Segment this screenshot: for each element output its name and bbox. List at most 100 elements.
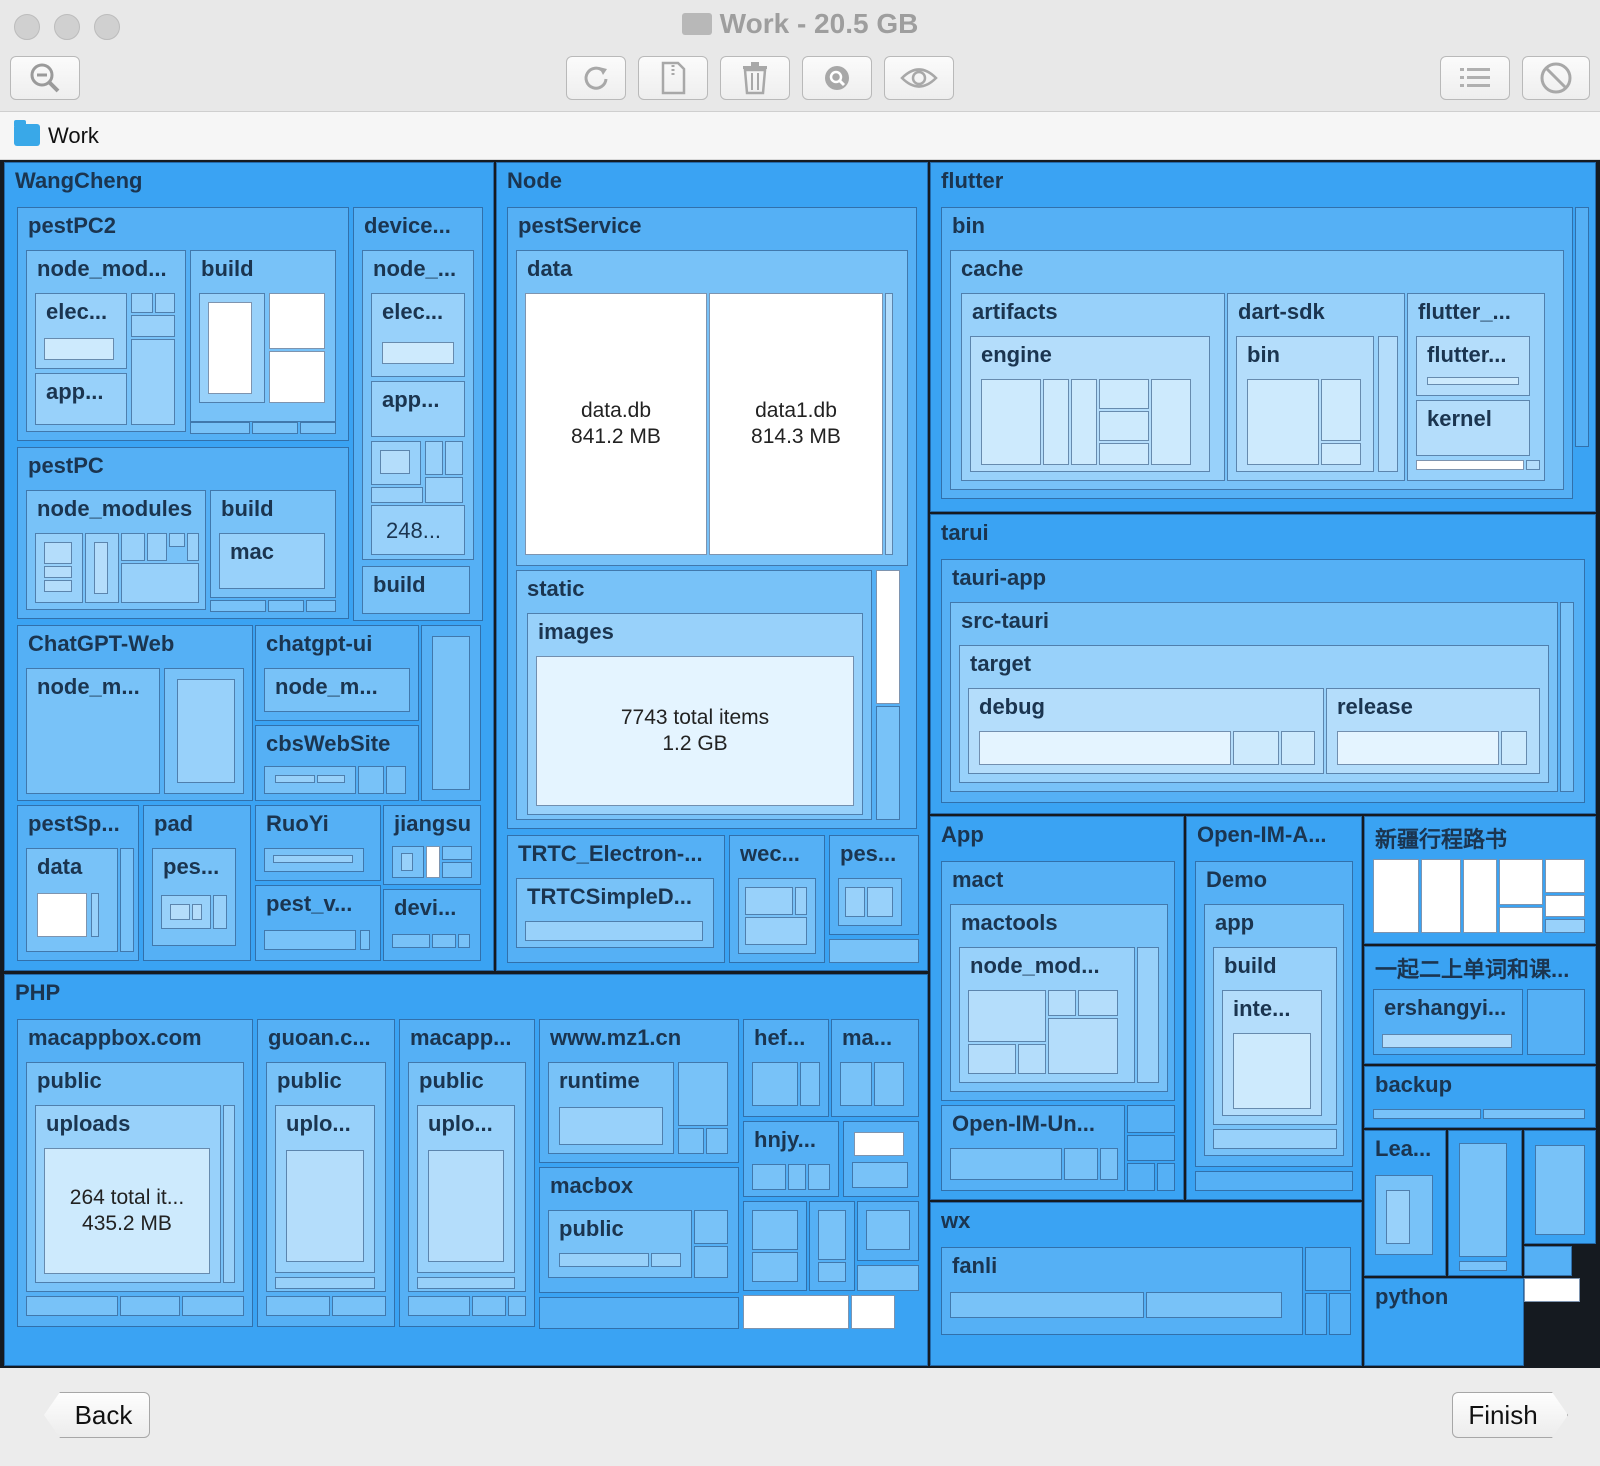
tile-flutter-sub2[interactable]: flutter... <box>1416 336 1530 396</box>
tile-block[interactable] <box>694 1210 728 1244</box>
tile-block[interactable] <box>1375 1175 1433 1255</box>
tile-lea[interactable]: Lea... <box>1364 1130 1446 1276</box>
tile-pest-v[interactable]: pest_v... <box>255 885 381 961</box>
tile-block[interactable] <box>1233 1033 1311 1109</box>
tile-block[interactable] <box>857 1265 919 1291</box>
tile-wec[interactable]: wec... <box>729 835 825 963</box>
tile-open-im-a[interactable]: Open-IM-A... Demo app build inte... <box>1186 816 1362 1200</box>
tile-file[interactable] <box>851 1295 895 1329</box>
tile-block[interactable] <box>332 1296 386 1316</box>
tile-inte[interactable]: inte... <box>1222 990 1322 1116</box>
tile-kernel[interactable]: kernel <box>1416 400 1530 456</box>
tile-block[interactable] <box>131 339 175 425</box>
tile-block[interactable] <box>950 1292 1144 1318</box>
tile-block[interactable] <box>1527 989 1585 1055</box>
tile-wx[interactable]: wx fanli <box>930 1202 1362 1366</box>
tile-block[interactable] <box>981 379 1041 465</box>
tile-block[interactable] <box>44 580 72 592</box>
tile-file[interactable] <box>1416 460 1524 470</box>
tile-block[interactable] <box>120 1296 180 1316</box>
tile-block[interactable] <box>177 679 235 783</box>
tile-block[interactable] <box>445 441 463 475</box>
tile-open-im-un[interactable]: Open-IM-Un... <box>941 1105 1125 1191</box>
tile-block[interactable] <box>1099 443 1149 465</box>
tile-block[interactable] <box>752 1062 798 1106</box>
tile-block[interactable] <box>300 422 336 434</box>
tile-file[interactable] <box>876 570 900 704</box>
tile-static[interactable]: static images 7743 total items 1.2 GB <box>516 570 872 820</box>
tile-block[interactable] <box>1078 990 1118 1016</box>
tile-macapp[interactable]: macapp... public uplo... <box>399 1019 535 1327</box>
tile-block[interactable] <box>85 533 119 603</box>
tile-pestsp[interactable]: pestSp... data <box>17 805 139 961</box>
tile-block[interactable] <box>818 1210 846 1260</box>
tile-chatgpt-ui-node[interactable]: node_m... <box>264 668 410 712</box>
tile-src-tauri[interactable]: src-tauri target debug release <box>950 602 1558 792</box>
tile-block[interactable] <box>275 775 315 783</box>
tile-block[interactable] <box>187 533 199 561</box>
tile-pad[interactable]: pad pes... <box>143 805 251 961</box>
tile-block[interactable] <box>164 668 244 794</box>
tile-ruoyi[interactable]: RuoYi <box>255 805 381 881</box>
tile-fl-bin[interactable]: bin cache artifacts engine <box>941 207 1573 499</box>
tile-jiangsu[interactable]: jiangsu <box>383 805 481 885</box>
tile-pestservice[interactable]: pestService data data.db 841.2 MB data1.d… <box>507 207 917 829</box>
tile-elec[interactable]: elec... <box>35 293 127 369</box>
tile-block[interactable] <box>1151 379 1191 465</box>
tile-runtime[interactable]: runtime <box>548 1062 674 1154</box>
tile-block[interactable] <box>559 1253 649 1267</box>
tile-block[interactable] <box>192 904 202 920</box>
tile-block[interactable] <box>1233 731 1279 765</box>
tile-file[interactable] <box>269 351 325 403</box>
tile-block[interactable] <box>809 1201 855 1291</box>
tile-block[interactable] <box>1524 1246 1572 1276</box>
tile-wangcheng[interactable]: WangCheng pestPC2 node_mod... elec... ap… <box>4 162 494 971</box>
tile-block[interactable] <box>1146 1292 1282 1318</box>
tile-block[interactable] <box>286 1150 364 1262</box>
path-current[interactable]: Work <box>48 123 99 148</box>
tile-block[interactable] <box>706 1128 728 1154</box>
tile-block[interactable] <box>1213 1129 1337 1149</box>
tile-backup[interactable]: backup <box>1364 1066 1596 1128</box>
tile-pes[interactable]: pes... <box>829 835 919 935</box>
treemap[interactable]: WangCheng pestPC2 node_mod... elec... ap… <box>0 160 1600 1368</box>
tile-block[interactable] <box>26 1296 118 1316</box>
tile-block[interactable] <box>1099 379 1149 409</box>
tile-app[interactable]: App mact mactools node_mod... Open-IM-Un… <box>930 816 1184 1200</box>
tile-file[interactable] <box>1499 907 1543 933</box>
tile-block[interactable] <box>1321 379 1361 441</box>
tile-block[interactable] <box>169 533 185 547</box>
tile-block[interactable] <box>818 1262 846 1282</box>
tile-block[interactable] <box>408 1296 470 1316</box>
tile-block[interactable] <box>428 1150 504 1262</box>
tile-file[interactable] <box>1463 859 1497 933</box>
tile-block[interactable] <box>1337 731 1499 765</box>
tile-php[interactable]: PHP macappbox.com public uploads 264 tot… <box>4 974 928 1366</box>
tile-block[interactable] <box>1545 919 1585 933</box>
tile-python[interactable]: python <box>1364 1278 1524 1366</box>
tile-block[interactable] <box>91 893 99 937</box>
tile-block[interactable] <box>386 766 406 794</box>
tile-block[interactable] <box>1483 1109 1585 1119</box>
tile-trtc[interactable]: TRTC_Electron-... TRTCSimpleD... <box>507 835 725 963</box>
tile-block[interactable] <box>392 846 424 878</box>
reveal-button[interactable] <box>802 56 872 100</box>
tile-devi[interactable]: devi... <box>383 889 481 961</box>
tile-macapp-uplo[interactable]: uplo... <box>417 1105 515 1273</box>
tile-mactools-node[interactable]: node_mod... <box>959 947 1135 1083</box>
tile-block[interactable] <box>738 878 816 954</box>
tile-file[interactable] <box>1524 1278 1580 1302</box>
tile-data[interactable]: data data.db 841.2 MB data1.db 814.3 MB <box>516 250 908 566</box>
tile-guoan-public[interactable]: public uplo... <box>266 1062 386 1292</box>
tile-block[interactable] <box>273 855 353 863</box>
tile-block[interactable] <box>968 1044 1016 1074</box>
tile-block[interactable] <box>843 1121 919 1197</box>
tile-block[interactable] <box>121 533 145 561</box>
tile-block[interactable] <box>1305 1293 1327 1335</box>
tile-block[interactable] <box>1459 1261 1507 1271</box>
tile-file[interactable] <box>1373 859 1419 933</box>
tile-block[interactable] <box>268 600 304 612</box>
tile-file[interactable] <box>1545 895 1585 917</box>
tile-demo-app[interactable]: app build inte... <box>1204 904 1344 1156</box>
tile-chatgpt-web[interactable]: ChatGPT-Web node_m... <box>17 625 253 801</box>
